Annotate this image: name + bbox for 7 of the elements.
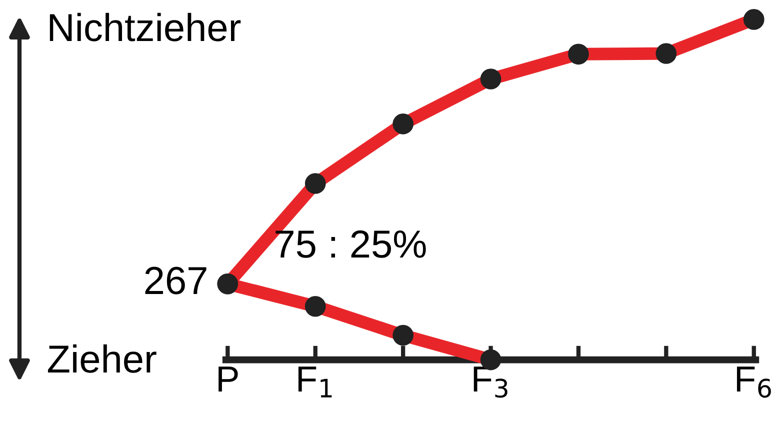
annotation: 75 : 25% [276, 230, 426, 258]
annotation: Nichtzieher [50, 12, 241, 42]
text: Zieher [48, 344, 156, 373]
annotation: 267 [145, 266, 206, 294]
x-tick-label: P [218, 366, 238, 392]
x-tick-label: F$_{6}$ [736, 366, 771, 398]
x-tick-label: F$_{1}$ [298, 366, 332, 398]
